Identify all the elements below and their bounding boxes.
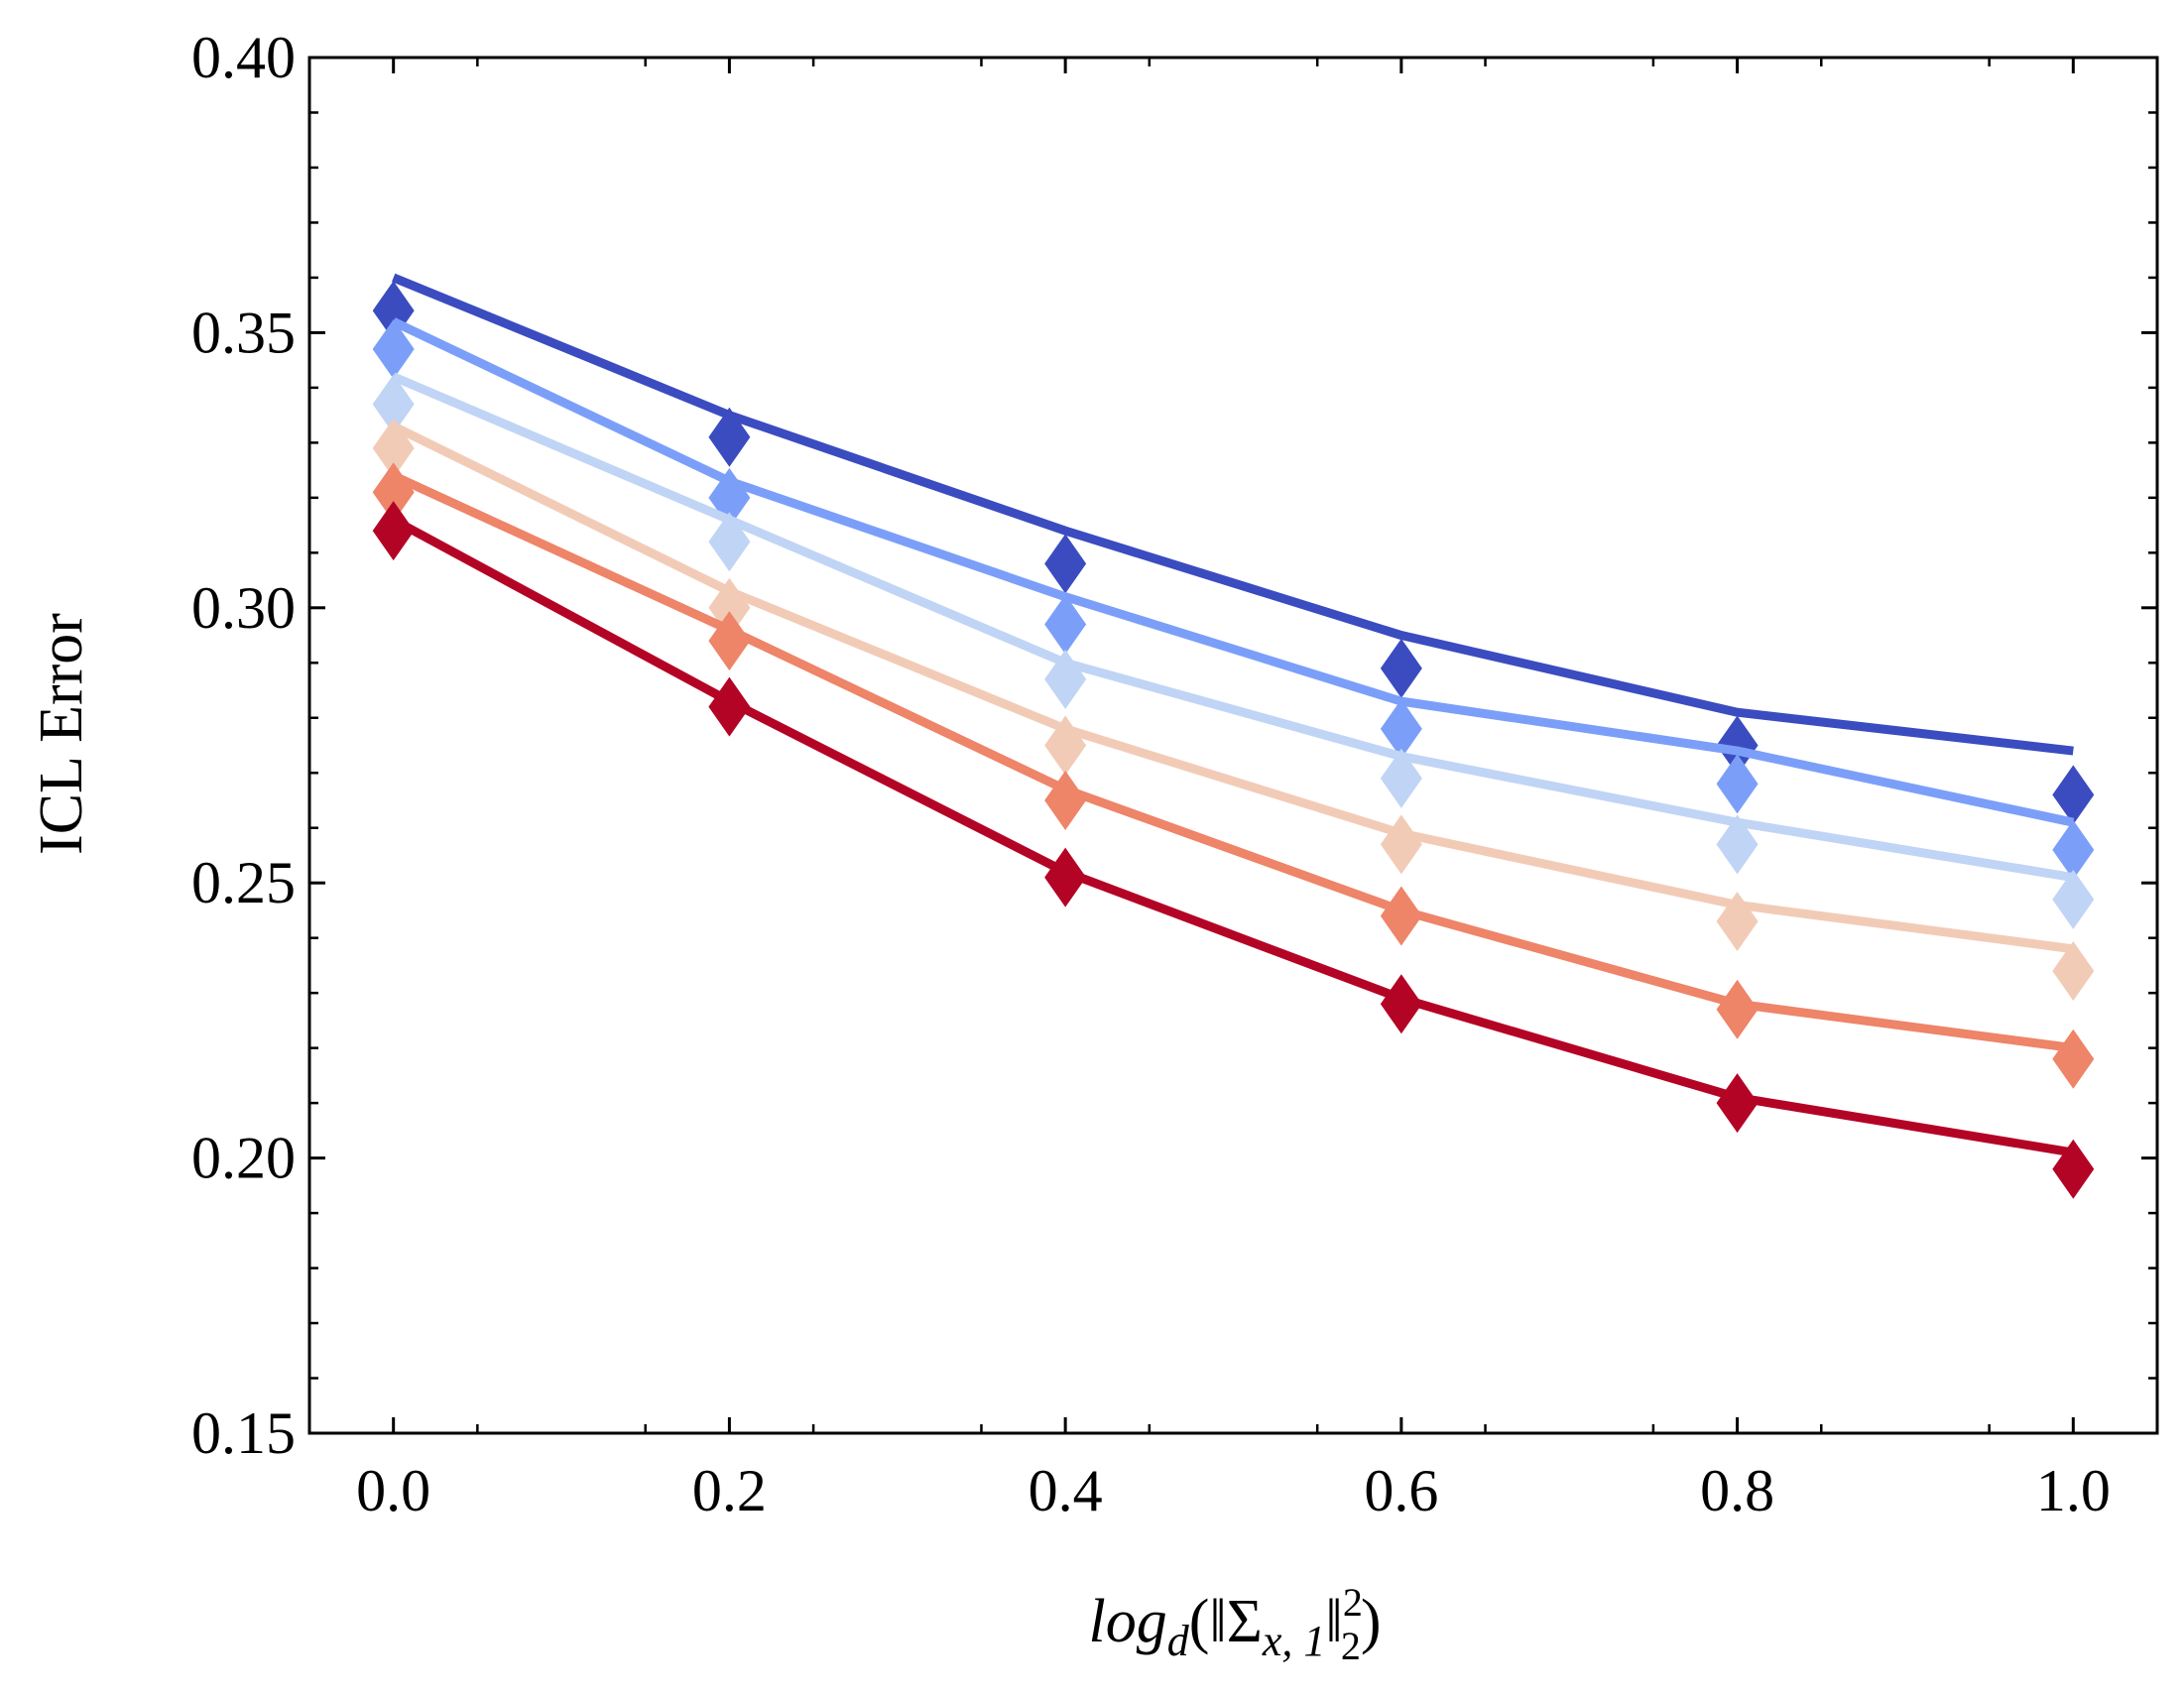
series-2-marker (1716, 754, 1759, 814)
series-3-marker (372, 374, 415, 434)
series-1 (372, 273, 2095, 825)
series-5-marker (1716, 979, 1759, 1039)
series-4-marker (2052, 940, 2095, 1001)
y-tick-label: 0.35 (191, 300, 296, 365)
series-1-marker (1380, 638, 1422, 698)
x-label-log: log (1089, 1588, 1167, 1655)
series-2-line (391, 317, 2075, 827)
x-label-sub-sigma: x, 1 (1262, 1617, 1326, 1665)
series-3-marker (1380, 748, 1422, 808)
series-2 (372, 317, 2095, 880)
x-tick-label: 0.0 (356, 1458, 430, 1523)
x-label-sigma: Σ (1227, 1588, 1263, 1655)
series-1-line (391, 273, 2074, 756)
tick-layer: 0.0 0.2 0.4 0.6 0.8 1.0 0.15 0.20 0.25 0.30 0.35 0.… (191, 25, 2157, 1523)
series-6-marker (372, 501, 415, 561)
series-4-marker (1044, 715, 1087, 776)
series-5-marker (1044, 770, 1087, 830)
x-label-open: (‖ (1189, 1588, 1227, 1655)
series-4-marker (372, 418, 415, 478)
series-4-marker (1380, 814, 1422, 875)
x-tick-label: 1.0 (2036, 1458, 2111, 1523)
x-label-close: ) (1361, 1588, 1382, 1655)
series-1-marker (1716, 715, 1759, 776)
series-2-marker (1380, 698, 1422, 759)
series-layer (372, 273, 2095, 1199)
series-6 (372, 501, 2095, 1199)
series-5-marker (1380, 886, 1422, 946)
x-tick-label: 0.4 (1029, 1458, 1103, 1523)
series-5-marker (708, 611, 751, 671)
series-5-line (391, 471, 2074, 1053)
series-3 (372, 372, 2095, 929)
y-tick-label: 0.30 (191, 575, 296, 641)
series-5 (372, 462, 2095, 1089)
y-tick-label: 0.20 (191, 1126, 296, 1191)
x-label-sub-d: d (1167, 1617, 1190, 1665)
y-tick-label: 0.15 (191, 1400, 296, 1466)
series-2-marker (372, 319, 415, 380)
series-2-marker (708, 467, 751, 528)
x-label-close-norm: ‖ (1325, 1588, 1342, 1655)
y-tick-label: 0.25 (191, 850, 296, 915)
y-axis-label: ICL Error (28, 613, 95, 855)
series-1-marker (2052, 765, 2095, 825)
series-4 (372, 418, 2095, 1001)
series-3-marker (708, 512, 751, 572)
series-3-marker (1044, 649, 1087, 709)
plot-frame (307, 56, 2159, 1435)
series-4-marker (1716, 892, 1759, 952)
series-3-line (391, 372, 2075, 883)
series-2-marker (1044, 594, 1087, 655)
series-6-line (391, 516, 2075, 1157)
x-tick-label: 0.2 (692, 1458, 767, 1523)
series-6-marker (1716, 1073, 1759, 1134)
series-6-marker (1380, 974, 1422, 1034)
x-label-sup-two: 2 (1343, 1580, 1363, 1625)
series-6-marker (708, 676, 751, 737)
series-3-marker (2052, 869, 2095, 929)
x-tick-label: 0.6 (1364, 1458, 1438, 1523)
x-axis-label: logd(‖Σx, 1‖2 2) (1089, 1580, 1382, 1668)
series-5-marker (2052, 1029, 2095, 1089)
series-6-marker (2052, 1139, 2095, 1199)
x-label-sub-two: 2 (1341, 1624, 1361, 1668)
series-4-line (391, 422, 2074, 954)
series-1-marker (708, 407, 751, 467)
series-1-marker (1044, 534, 1087, 594)
series-5-marker (372, 462, 415, 523)
y-tick-label: 0.40 (191, 25, 296, 90)
x-tick-label: 0.8 (1700, 1458, 1774, 1523)
series-2-marker (2052, 819, 2095, 880)
series-6-marker (1044, 847, 1087, 908)
series-3-marker (1716, 814, 1759, 875)
